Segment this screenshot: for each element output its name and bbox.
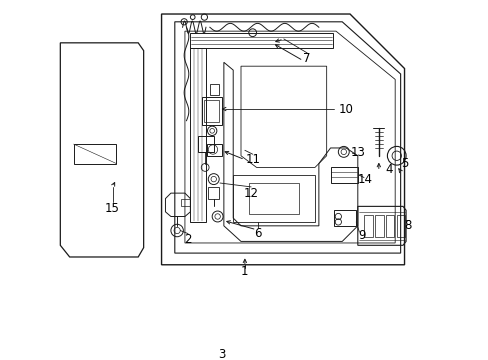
Text: 5: 5 bbox=[401, 157, 408, 170]
Text: 14: 14 bbox=[357, 172, 372, 186]
Text: 11: 11 bbox=[244, 153, 260, 166]
Text: 10: 10 bbox=[338, 103, 353, 116]
Text: 2: 2 bbox=[184, 233, 191, 246]
Text: 6: 6 bbox=[254, 227, 262, 240]
Text: 4: 4 bbox=[385, 163, 392, 176]
Text: 9: 9 bbox=[357, 229, 365, 242]
Text: 12: 12 bbox=[243, 186, 258, 200]
Text: 7: 7 bbox=[303, 52, 310, 65]
Text: 15: 15 bbox=[105, 202, 120, 215]
Text: 13: 13 bbox=[350, 146, 365, 159]
Text: 3: 3 bbox=[217, 348, 225, 360]
Text: 1: 1 bbox=[241, 265, 248, 278]
Text: 8: 8 bbox=[404, 219, 411, 232]
